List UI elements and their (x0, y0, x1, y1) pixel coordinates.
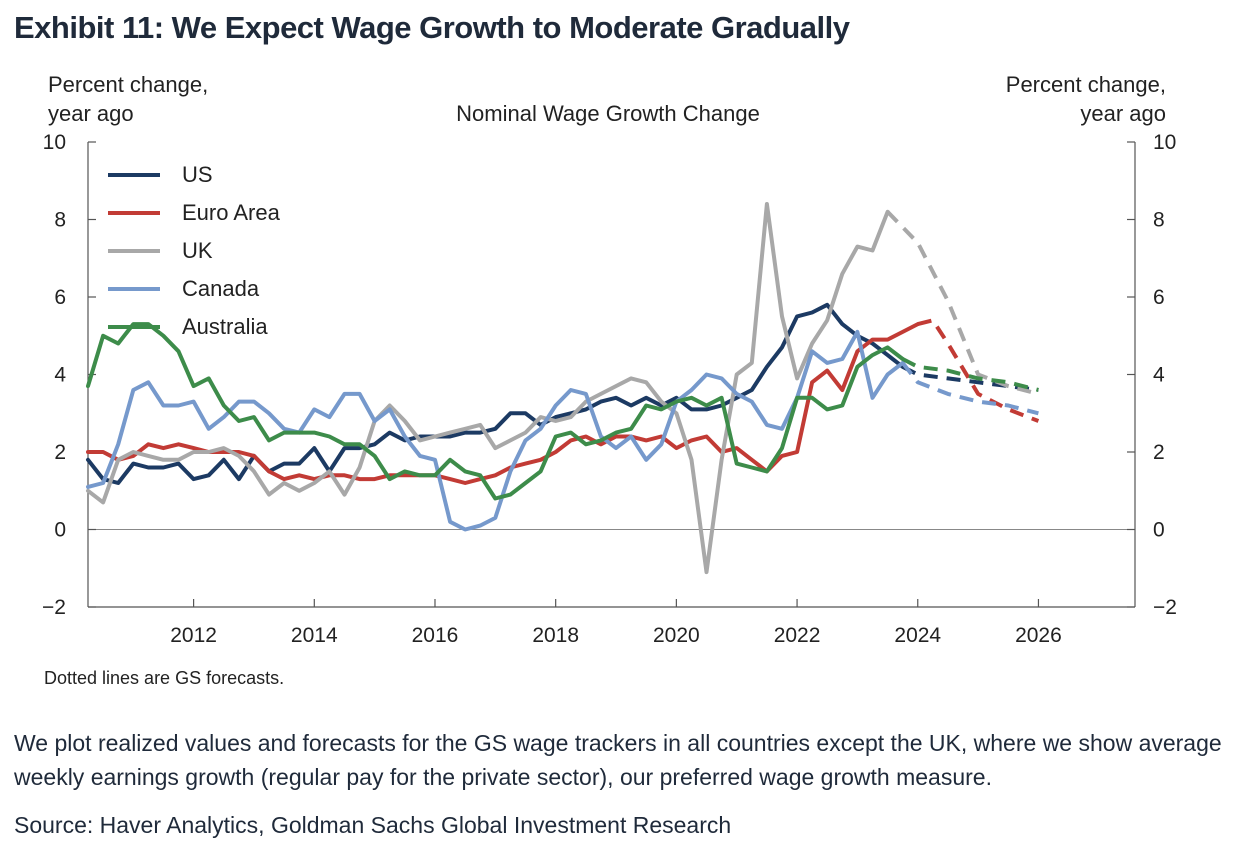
series-line-euro-area (86, 322, 920, 485)
y-tick-label-left: 2 (54, 441, 66, 464)
chart-caption: We plot realized values and forecasts fo… (14, 730, 1222, 790)
x-tick-label: 2026 (1015, 624, 1062, 647)
y-tick-label-left: 4 (54, 364, 66, 387)
x-tick-label: 2018 (532, 624, 579, 647)
series-line-australia (86, 322, 905, 501)
y-tick-label-right: 6 (1153, 286, 1165, 309)
right-axis-label-line1: Percent change, (1006, 72, 1166, 97)
legend: US Euro Area UK Canada Australia (108, 162, 281, 339)
exhibit-title: Exhibit 11: We Expect Wage Growth to Mod… (14, 10, 850, 45)
y-tick-label-left: 8 (54, 209, 66, 232)
x-tick-label: 2022 (774, 624, 821, 647)
x-tick-label: 2020 (653, 624, 700, 647)
forecast-footnote: Dotted lines are GS forecasts. (44, 668, 284, 688)
forecast-line-canada (901, 361, 1039, 416)
series-lines (86, 202, 1040, 575)
source-note: Source: Haver Analytics, Goldman Sachs G… (14, 812, 732, 838)
y-tick-label-right: 10 (1153, 131, 1176, 154)
y-tick-label-right: 4 (1153, 364, 1165, 387)
forecast-line-euro-area (917, 318, 1040, 423)
x-tick-label: 2012 (170, 624, 217, 647)
y-tick-label-left: 6 (54, 286, 66, 309)
y-tick-label-left: 10 (43, 131, 66, 154)
y-tick-label-left: 0 (54, 519, 66, 542)
left-axis-label-line1: Percent change, (48, 72, 208, 97)
chart-title: Nominal Wage Growth Change (456, 101, 760, 126)
right-axis-label-line2: year ago (1080, 101, 1166, 126)
x-tick-label: 2024 (894, 624, 941, 647)
wage-growth-chart: Percent change, year ago Percent change,… (42, 72, 1177, 688)
legend-label-uk: UK (182, 238, 213, 263)
series-line-us (86, 302, 905, 485)
legend-label-euro-area: Euro Area (182, 200, 281, 225)
left-axis-label-line2: year ago (48, 101, 134, 126)
series-line-canada (86, 329, 905, 532)
legend-label-australia: Australia (182, 314, 268, 339)
x-tick-label: 2014 (291, 624, 338, 647)
y-tick-label-right: −2 (1153, 596, 1177, 619)
legend-label-canada: Canada (182, 276, 260, 301)
x-tick-label: 2016 (412, 624, 459, 647)
y-tick-label-right: 2 (1153, 441, 1165, 464)
y-tick-label-right: 8 (1153, 209, 1165, 232)
y-tick-label-left: −2 (42, 596, 66, 619)
legend-label-us: US (182, 162, 213, 187)
forecast-line-uk (886, 210, 1039, 396)
y-tick-label-right: 0 (1153, 519, 1165, 542)
series-line-uk (86, 202, 890, 575)
